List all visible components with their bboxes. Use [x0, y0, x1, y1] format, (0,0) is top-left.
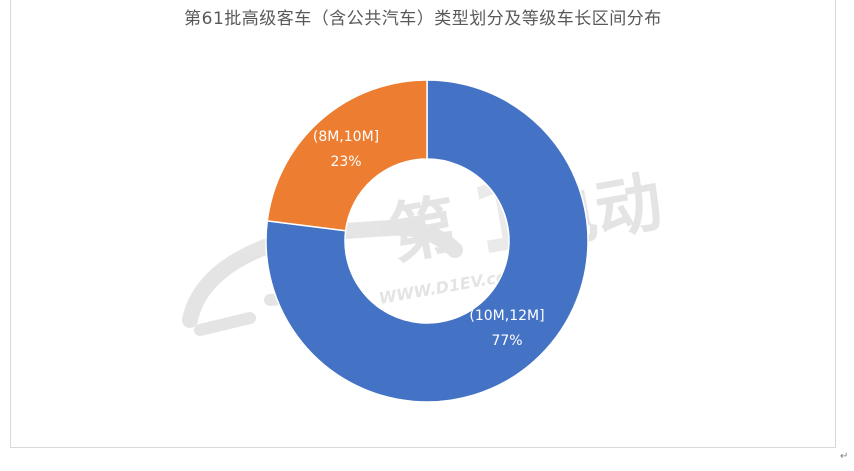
slice-category-label: (8M,10M]	[313, 129, 379, 145]
slice-percent-label: 77%	[491, 333, 522, 349]
chart-title: 第61批高级客车（含公共汽车）类型划分及等级车长区间分布	[184, 9, 662, 29]
watermark-logo: 第 1 电动 WWW.D1EV.com	[182, 156, 668, 336]
svg-text:第: 第	[384, 186, 462, 273]
slice-category-label: (10M,12M]	[469, 308, 544, 324]
paragraph-mark: ↵	[840, 451, 849, 462]
donut-slice-2	[266, 79, 428, 232]
donut-slices	[265, 79, 589, 403]
data-labels: (10M,12M] 77% (8M,10M] 23%	[313, 129, 545, 349]
donut-slice-1	[265, 79, 589, 403]
slice-percent-label: 23%	[330, 154, 361, 170]
